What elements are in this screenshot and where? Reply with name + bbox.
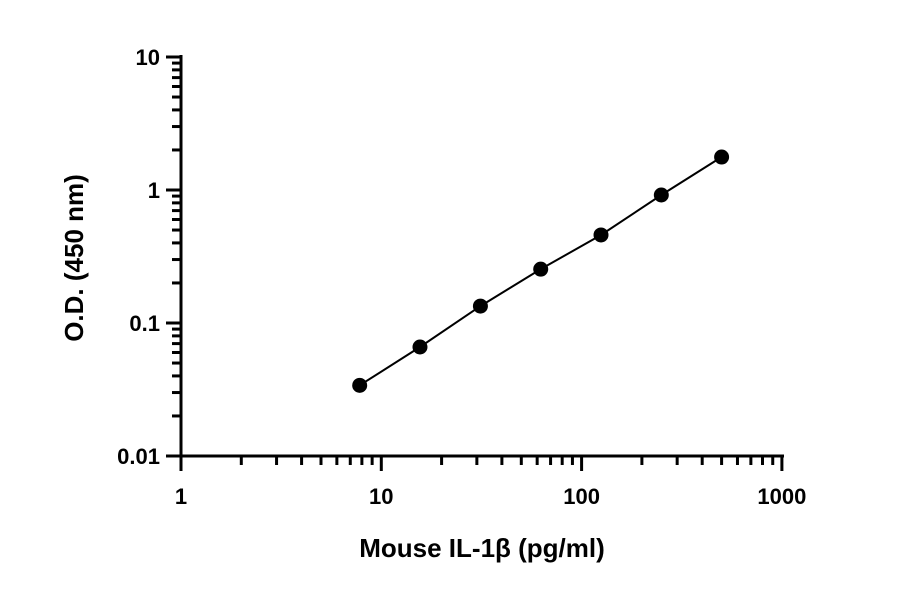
data-point xyxy=(412,339,428,355)
x-axis-title: Mouse IL-1β (pg/ml) xyxy=(359,533,605,563)
x-tick-label: 100 xyxy=(563,484,600,509)
y-tick-label: 0.01 xyxy=(117,444,160,469)
x-tick-label: 1 xyxy=(175,484,187,509)
y-tick-label: 10 xyxy=(136,45,160,70)
x-tick-label: 10 xyxy=(369,484,393,509)
data-point xyxy=(472,298,488,314)
data-series xyxy=(352,149,730,393)
y-axis-ticks xyxy=(166,55,181,458)
data-point xyxy=(714,149,730,165)
data-point xyxy=(533,261,549,277)
x-axis-ticks xyxy=(179,456,784,471)
data-point xyxy=(653,187,669,203)
y-tick-label: 0.1 xyxy=(129,311,160,336)
x-tick-label: 1000 xyxy=(757,484,806,509)
y-axis-tick-labels: 0.01 0.1 1 10 xyxy=(117,45,160,469)
y-tick-label: 1 xyxy=(148,178,160,203)
data-point xyxy=(593,227,609,243)
x-axis-tick-labels: 1 10 100 1000 xyxy=(175,484,807,509)
data-point xyxy=(352,377,368,393)
y-axis-title: O.D. (450 nm) xyxy=(59,174,89,342)
